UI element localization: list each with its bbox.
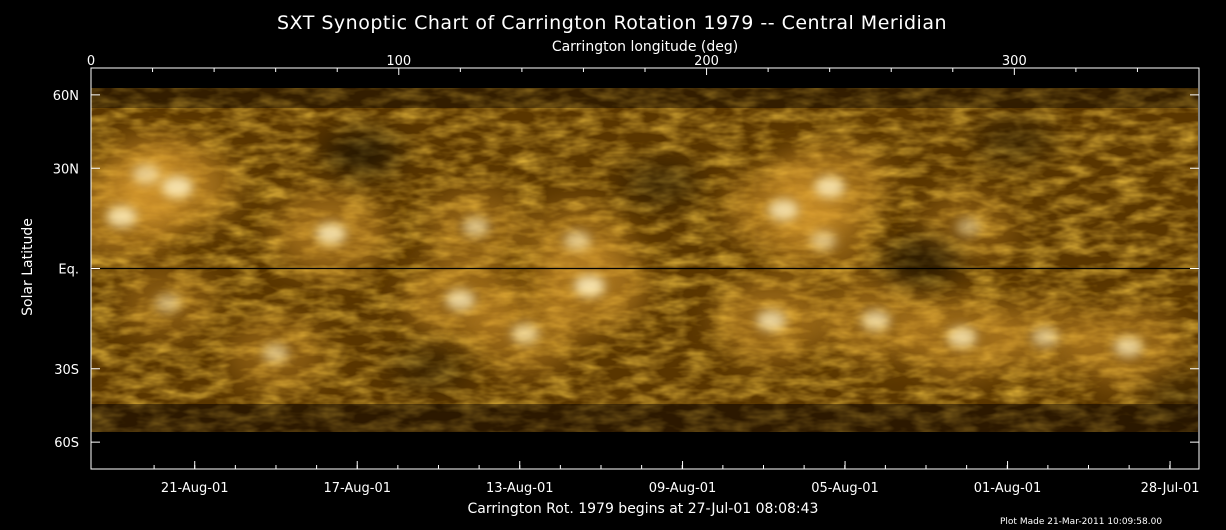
- dark-region: [620, 161, 701, 206]
- polar-band-south: [91, 404, 1198, 432]
- top-axis-label: Carrington longitude (deg): [552, 39, 738, 55]
- bright-region-core: [510, 324, 539, 344]
- bright-region-core: [262, 343, 289, 363]
- bright-region-core: [768, 199, 799, 221]
- bright-region-core: [861, 310, 891, 331]
- bottom-tick-label: 05-Aug-01: [811, 481, 879, 496]
- dark-region: [389, 346, 470, 391]
- left-tick-label: 30N: [53, 162, 79, 177]
- bright-region-core: [947, 326, 977, 348]
- bottom-tick-label: 21-Aug-01: [161, 481, 229, 496]
- bright-region-core: [574, 275, 606, 297]
- bottom-axis-label: Carrington Rot. 1979 begins at 27-Jul-01…: [468, 501, 819, 517]
- bright-region-core: [106, 206, 137, 228]
- bright-region-core: [155, 294, 181, 313]
- left-axis-label: Solar Latitude: [20, 218, 36, 316]
- dark-region: [882, 239, 962, 284]
- left-tick-label: 30S: [54, 363, 79, 378]
- dark-region: [974, 117, 1055, 162]
- bright-region-core: [315, 223, 347, 245]
- solar-image: [91, 88, 1198, 432]
- bright-region-core: [563, 231, 591, 251]
- bottom-ticks: 21-Aug-01 17-Aug-01 13-Aug-01 09-Aug-01 05-A…: [153, 461, 1200, 496]
- core-layer: [106, 164, 1143, 363]
- bottom-tick-label: 17-Aug-01: [323, 481, 391, 496]
- left-tick-label: 60S: [54, 436, 79, 451]
- left-ticks: 60N 30N Eq. 30S 60S: [53, 89, 1199, 451]
- chart-title: SXT Synoptic Chart of Carrington Rotatio…: [277, 12, 947, 34]
- bottom-tick-label: 13-Aug-01: [486, 481, 554, 496]
- top-ticks: 0 100 200 300: [87, 54, 1138, 75]
- bright-region-core: [462, 217, 490, 237]
- bright-region-core: [810, 231, 837, 250]
- top-tick-label: 300: [1002, 54, 1027, 69]
- top-tick-label: 200: [694, 54, 719, 69]
- bright-region-core: [161, 176, 193, 198]
- bottom-tick-label: 09-Aug-01: [649, 481, 717, 496]
- bright-region-core: [132, 164, 161, 185]
- top-tick-label: 0: [87, 54, 95, 69]
- bright-region-core: [1113, 336, 1143, 357]
- bright-region-core: [955, 218, 981, 236]
- dark-region: [321, 131, 402, 176]
- bright-region-core: [756, 310, 786, 331]
- bottom-tick-label: 01-Aug-01: [974, 481, 1042, 496]
- left-tick-label: Eq.: [58, 263, 79, 278]
- top-tick-label: 100: [386, 54, 411, 69]
- plot-made-note: Plot Made 21-Mar-2011 10:09:58.00: [1000, 517, 1162, 527]
- bright-region-core: [814, 176, 845, 198]
- left-tick-label: 60N: [53, 89, 79, 104]
- bright-region-core: [445, 289, 476, 311]
- bottom-tick-label: 28-Jul-01: [1141, 481, 1200, 496]
- polar-band-north: [91, 88, 1198, 108]
- bright-region-core: [1031, 327, 1059, 347]
